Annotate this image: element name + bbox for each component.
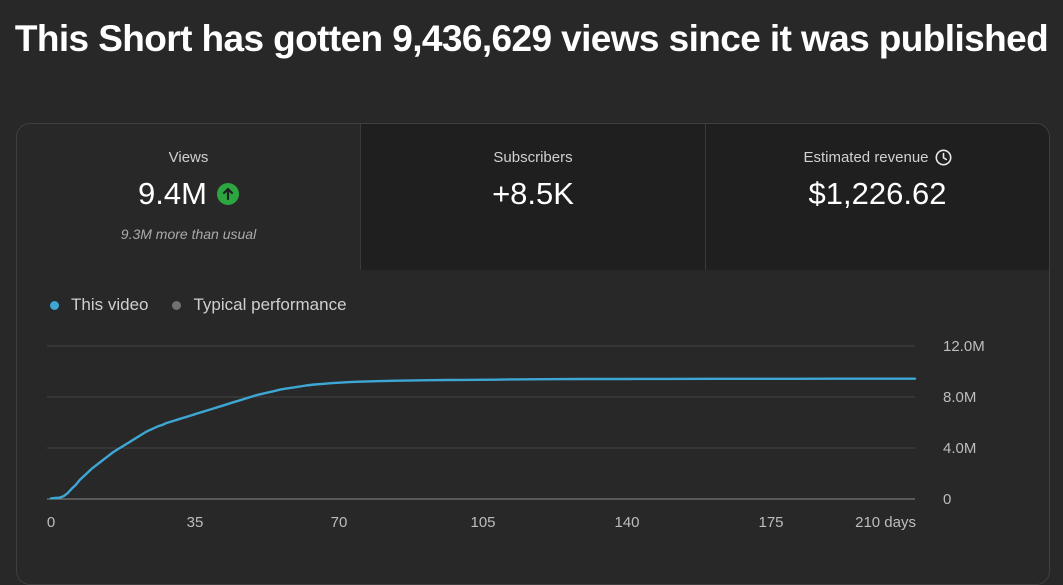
legend-item-this-video[interactable]: This video [50,295,148,315]
series-line-this-video [49,377,917,500]
y-tick-label: 0 [943,491,951,508]
x-tick-label: 0 [47,514,55,531]
views-value: 9.4M [138,176,207,211]
metric-tab-subscribers[interactable]: Subscribers +8.5K [360,124,705,270]
x-tick-label: 105 [470,514,495,531]
views-line-chart: 12.0M 8.0M 4.0M 0 0 35 70 105 140 175 210 days [47,338,985,531]
metric-tab-views[interactable]: Views 9.4M 9.3M more than usual [17,124,360,270]
metric-label: Views [17,149,360,166]
revenue-label: Estimated revenue [803,149,929,166]
views-label: Views [168,149,209,166]
x-tick-label: 70 [331,514,348,531]
metric-tabs: Views 9.4M 9.3M more than usual Subscrib… [17,124,1049,270]
x-tick-label: 140 [614,514,639,531]
clock-icon[interactable] [935,149,952,166]
subscribers-value: +8.5K [492,176,574,211]
y-tick-label: 8.0M [943,389,976,406]
legend-label: Typical performance [193,295,347,314]
metric-tab-revenue[interactable]: Estimated revenue $1,226.62 [705,124,1049,270]
legend-dot-icon [50,300,59,310]
y-tick-label: 4.0M [943,440,976,457]
x-tick-label: 210 days [855,514,916,531]
metric-value: 9.4M [17,176,360,212]
legend-item-typical-performance[interactable]: Typical performance [172,295,347,315]
subscribers-label: Subscribers [493,149,573,166]
revenue-value: $1,226.62 [808,176,947,211]
x-tick-label: 35 [187,514,204,531]
metric-label: Subscribers [361,149,705,166]
legend-label: This video [71,295,149,314]
page-headline: This Short has gotten 9,436,629 views si… [14,18,1049,59]
metric-value: $1,226.62 [706,176,1049,212]
arrow-up-icon [216,183,239,205]
chart-legend: This video Typical performance [50,295,371,315]
views-comparison: 9.3M more than usual [120,226,257,242]
metric-value: +8.5K [361,176,705,212]
analytics-card: Views 9.4M 9.3M more than usual Subscrib… [16,123,1050,585]
x-tick-label: 175 [758,514,783,531]
y-tick-label: 12.0M [943,338,985,355]
legend-dot-icon [172,300,182,310]
metric-label: Estimated revenue [706,149,1049,166]
